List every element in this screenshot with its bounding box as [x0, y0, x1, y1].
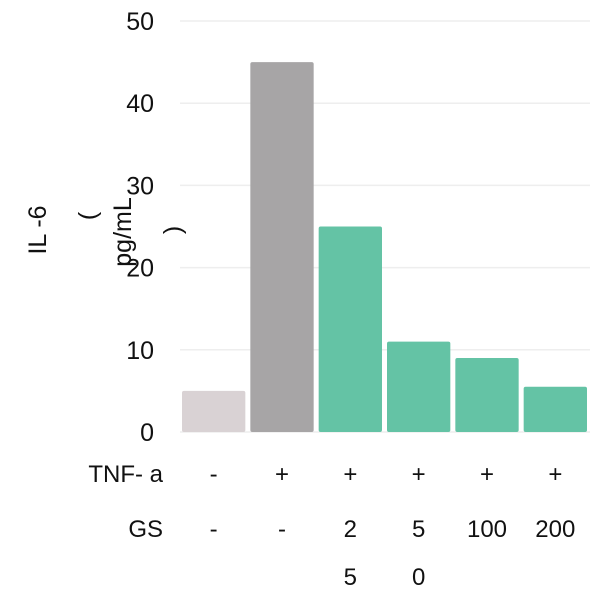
y-axis-label-line-2: ( — [74, 211, 102, 220]
bar-3 — [318, 226, 382, 432]
y-axis-label: IL -6 ( pg/mL ) — [24, 197, 187, 267]
bar-6 — [523, 386, 587, 432]
gridlines — [180, 20, 590, 433]
condition-label-1: TNF- a — [88, 461, 163, 488]
bar-4 — [387, 341, 451, 432]
condition-1-value-3: + — [343, 461, 357, 488]
y-tick-label-50: 50 — [126, 8, 154, 36]
bar-2 — [250, 62, 314, 432]
bar-1 — [182, 390, 246, 432]
condition-2-value-1: - — [210, 516, 218, 543]
bars — [182, 62, 587, 432]
bar-5 — [455, 358, 519, 432]
condition-label-2: GS — [128, 516, 163, 543]
y-axis-label-line-3: pg/mL — [109, 197, 137, 267]
y-tick-label-10: 10 — [126, 337, 154, 365]
condition-1-value-6: + — [548, 461, 562, 488]
y-axis-label-line-1: IL -6 — [24, 205, 52, 254]
condition-table: TNF- a - + + + + + GS - - 2 5 5 0 100 200 — [88, 461, 575, 590]
condition-1-value-2: + — [275, 461, 289, 488]
condition-2-value-6: 200 — [535, 516, 575, 543]
y-tick-label-0: 0 — [140, 419, 154, 447]
y-tick-label-30: 30 — [126, 172, 154, 200]
y-axis-ticks: 0 10 20 30 40 50 — [126, 8, 154, 447]
condition-1-value-5: + — [480, 461, 494, 488]
condition-1-value-1: - — [210, 461, 218, 488]
y-tick-label-40: 40 — [126, 90, 154, 118]
condition-2-value-2: - — [278, 516, 286, 543]
y-axis-label-line-4: ) — [159, 226, 187, 234]
y-tick-label-20: 20 — [126, 255, 154, 283]
condition-2-value-5: 100 — [467, 516, 507, 543]
condition-1-value-4: + — [412, 461, 426, 488]
